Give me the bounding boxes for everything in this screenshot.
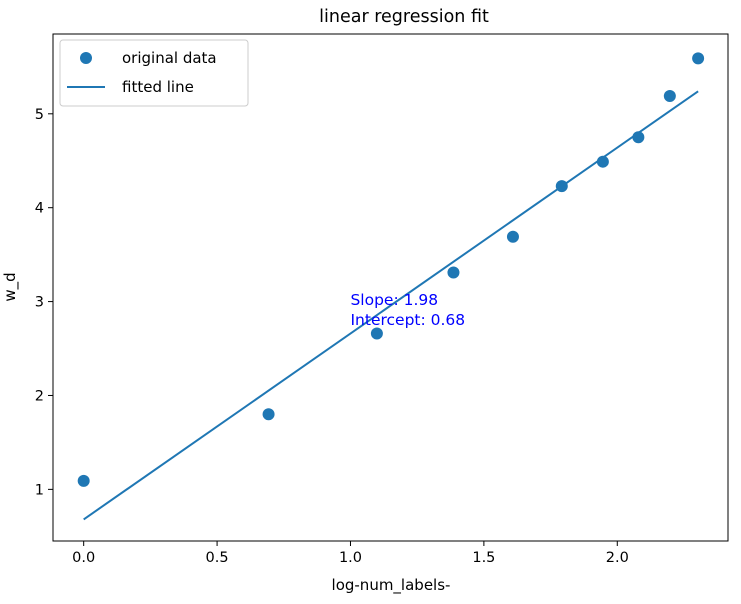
scatter-points (77, 52, 705, 487)
y-tick-label: 3 (35, 295, 44, 311)
fitted-line (83, 90, 699, 521)
data-point (370, 327, 383, 340)
legend-label-original-data: original data (122, 49, 217, 67)
x-tick-label: 1.0 (339, 550, 362, 566)
data-point (632, 131, 645, 144)
legend-label-fitted-line: fitted line (122, 78, 194, 96)
data-point (692, 52, 705, 65)
plot-frame (52, 33, 729, 542)
y-axis: 1 2 3 4 5 (35, 107, 53, 498)
annotation-slope: Slope: 1.98 (350, 291, 438, 309)
annotation-intercept: Intercept: 0.68 (350, 311, 465, 329)
fitted-line-layer (83, 90, 699, 521)
annotation-box: Slope: 1.98 Intercept: 0.68 (350, 291, 465, 329)
x-axis-label: log-num_labels- (332, 576, 451, 595)
x-tick-label: 0.0 (72, 550, 95, 566)
data-point (77, 474, 90, 487)
chart-title: linear regression fit (319, 7, 489, 27)
data-point (262, 408, 275, 421)
x-axis: 0.0 0.5 1.0 1.5 2.0 (72, 541, 629, 566)
x-tick-label: 0.5 (206, 550, 229, 566)
y-tick-label: 2 (35, 388, 44, 404)
data-point (506, 230, 519, 243)
x-tick-label: 2.0 (606, 550, 629, 566)
x-tick-label: 1.5 (472, 550, 495, 566)
y-tick-label: 5 (35, 107, 44, 123)
data-point (555, 180, 568, 193)
data-point (447, 266, 460, 279)
legend-marker-original-data (80, 52, 92, 64)
legend: original data fitted line (59, 39, 249, 107)
y-tick-label: 1 (35, 482, 44, 498)
data-point (596, 155, 609, 168)
y-axis-label: w_d (1, 272, 20, 301)
data-point (663, 89, 676, 102)
y-tick-label: 4 (35, 201, 44, 217)
legend-box (59, 39, 249, 107)
